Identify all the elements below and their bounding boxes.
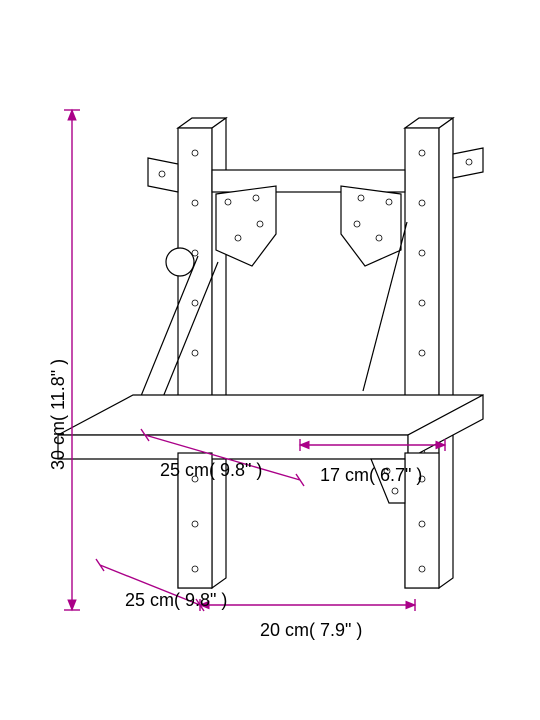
dimension-drawing xyxy=(0,0,540,720)
dim-label-base_width: 20 cm( 7.9" ) xyxy=(260,620,362,641)
dim-label-shelf_inner_width: 17 cm( 6.7" ) xyxy=(320,465,422,486)
dim-label-shelf_depth_front: 25 cm( 9.8" ) xyxy=(125,590,227,611)
dim-label-shelf_depth_back: 25 cm( 9.8" ) xyxy=(160,460,262,481)
dim-label-height: 30 cm( 11.8" ) xyxy=(48,359,69,470)
